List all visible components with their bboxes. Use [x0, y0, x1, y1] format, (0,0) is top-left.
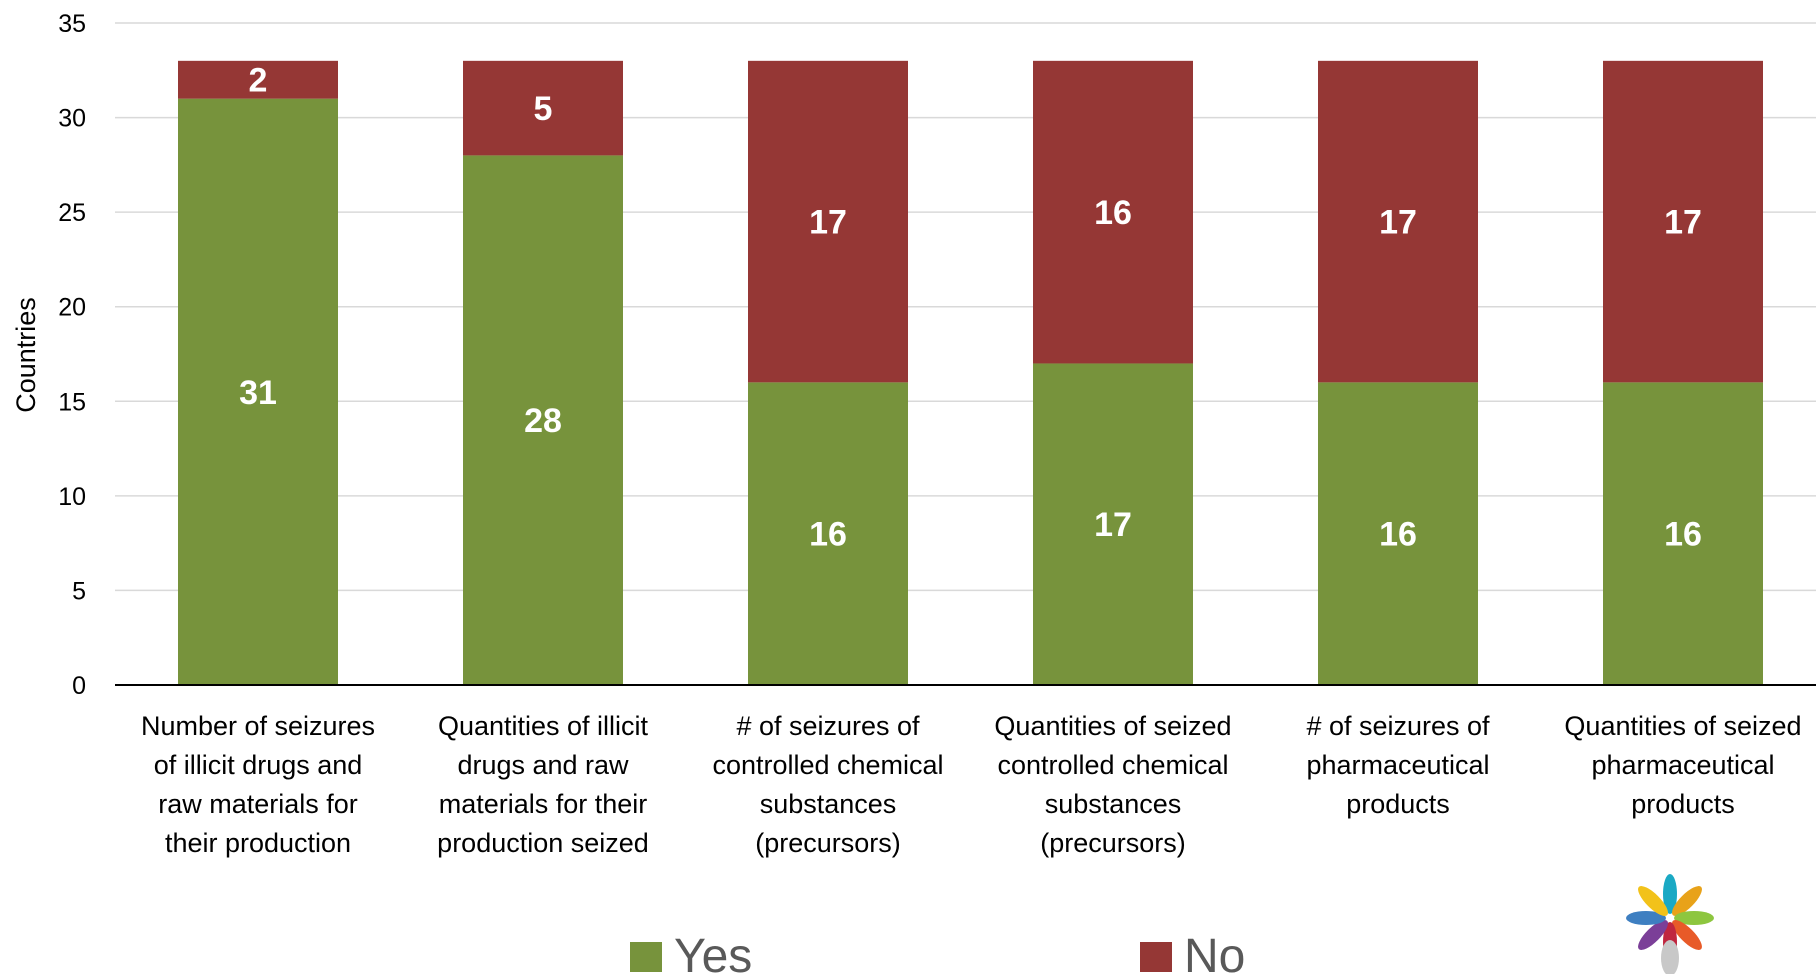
legend-label-yes: Yes: [674, 930, 752, 974]
data-label-yes-3: 16: [809, 516, 847, 554]
y-axis-label: Countries: [11, 297, 41, 413]
gridlines: [115, 22, 1816, 592]
bar-no-6: [1603, 60, 1763, 383]
category-label-2: Quantities of illicit drugs and raw materi…: [437, 711, 649, 858]
bar-yes-3: [748, 382, 908, 685]
data-label-yes-1: 31: [239, 374, 277, 412]
bar-no-3: [748, 60, 908, 383]
category-label-5: # of seizures of pharmaceutical products: [1306, 711, 1490, 819]
hands-logo-icon: [1626, 874, 1714, 974]
y-tick-label: 0: [72, 672, 86, 700]
bar-no-2: [463, 60, 623, 156]
category-label-3: # of seizures of controlled chemical subst…: [712, 711, 943, 858]
category-labels: Number of seizures of illicit drugs and ra…: [141, 711, 1802, 858]
data-label-yes-6: 16: [1664, 516, 1702, 554]
data-label-no-5: 17: [1379, 204, 1417, 242]
data-label-yes-2: 28: [524, 402, 562, 440]
bar-yes-6: [1603, 382, 1763, 685]
data-label-no-2: 5: [534, 90, 553, 128]
y-tick-label: 20: [58, 294, 86, 322]
category-label-1: Number of seizures of illicit drugs and ra…: [141, 711, 375, 858]
y-tick-label: 5: [72, 577, 86, 605]
data-label-no-3: 17: [809, 204, 847, 242]
y-tick-label: 30: [58, 105, 86, 133]
bar-yes-5: [1318, 382, 1478, 685]
bars: 31 2 28 5 16 17 17 16 16 17 16 17: [178, 60, 1763, 685]
bar-yes-2: [463, 155, 623, 685]
y-tick-label: 25: [58, 199, 86, 227]
y-tick-labels: 0 5 10 15 20 25 30 35: [58, 10, 86, 700]
bar-yes-4: [1033, 363, 1193, 685]
data-label-no-1: 2: [249, 62, 268, 100]
y-tick-label: 10: [58, 483, 86, 511]
y-tick-label: 35: [58, 10, 86, 38]
bar-no-1: [178, 60, 338, 99]
legend-swatch-no: [1140, 942, 1172, 972]
bar-no-5: [1318, 60, 1478, 383]
legend-swatch-yes: [630, 942, 662, 972]
bar-yes-1: [178, 98, 338, 685]
category-label-6: Quantities of seized pharmaceutical produc…: [1564, 711, 1801, 819]
data-label-no-4: 16: [1094, 194, 1132, 232]
data-label-yes-5: 16: [1379, 516, 1417, 554]
legend-label-no: No: [1184, 930, 1245, 974]
category-label-4: Quantities of seized controlled chemical s…: [994, 711, 1231, 858]
y-tick-label: 15: [58, 388, 86, 416]
data-label-yes-4: 17: [1094, 506, 1132, 544]
data-label-no-6: 17: [1664, 204, 1702, 242]
legend: Yes No: [630, 930, 1245, 974]
bar-no-4: [1033, 60, 1193, 364]
